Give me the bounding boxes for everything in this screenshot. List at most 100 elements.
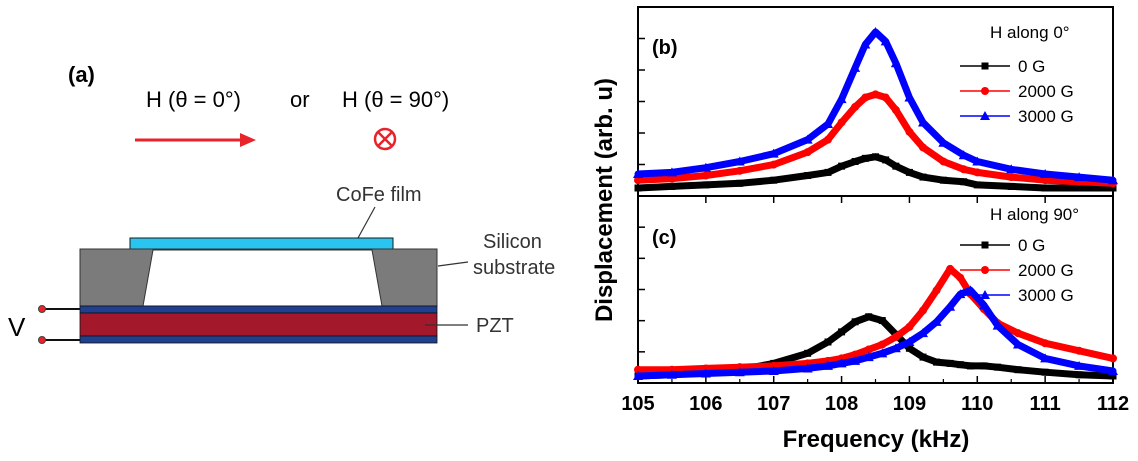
film-label: CoFe film — [336, 184, 422, 206]
silicon-substrate — [79, 248, 438, 307]
data-point — [882, 156, 890, 164]
plot-area: 105 106 107 108 109 110 111 112 (b) H along 0° 0 … — [591, 6, 1129, 453]
data-point — [836, 358, 847, 368]
data-point — [1040, 353, 1051, 363]
data-point — [838, 328, 846, 336]
data-point — [1006, 164, 1017, 174]
data-point — [1074, 360, 1085, 370]
data-point — [804, 349, 812, 357]
data-point — [956, 361, 964, 369]
data-point — [1075, 346, 1084, 355]
pzt-label: PZT — [476, 315, 514, 337]
silicon-leader-line — [437, 261, 469, 267]
data-point — [956, 273, 965, 282]
data-point — [634, 176, 642, 185]
data-point — [666, 369, 677, 379]
x-tick-label: 109 — [893, 393, 926, 415]
data-point — [769, 160, 778, 169]
series-b-2000g — [634, 90, 1117, 188]
terminal-top-icon — [38, 305, 46, 313]
legend-entry: 2000 G — [1018, 82, 1074, 101]
data-point — [802, 134, 813, 144]
data-point — [1075, 371, 1083, 379]
data-point — [1108, 365, 1118, 375]
data-point — [881, 93, 890, 102]
legend-title: H along 0° — [990, 23, 1070, 42]
bottom-electrode — [79, 335, 438, 344]
data-point — [890, 343, 901, 353]
data-point — [803, 148, 812, 157]
x-ticks-bottom: 105 106 107 108 109 110 111 112 — [621, 196, 1129, 415]
x-tick-label: 106 — [689, 393, 722, 415]
voltage-terminals — [38, 305, 80, 344]
data-point — [870, 27, 881, 36]
data-point — [865, 313, 873, 321]
data-point — [735, 166, 744, 175]
data-point — [851, 102, 860, 111]
data-point — [946, 359, 954, 367]
cofe-film — [129, 237, 394, 250]
data-point — [768, 365, 779, 375]
y-axis-label: Displacement (arb. u) — [591, 78, 618, 322]
data-point — [633, 168, 643, 178]
or-label: or — [290, 87, 310, 112]
data-point — [994, 363, 1002, 371]
data-point — [905, 344, 913, 352]
data-point — [979, 300, 990, 310]
data-point — [939, 176, 947, 184]
data-point — [633, 371, 643, 380]
data-point — [960, 178, 968, 186]
legend-marker — [981, 266, 989, 274]
data-point — [850, 355, 861, 365]
data-point — [878, 317, 886, 325]
data-point — [824, 135, 832, 144]
data-point — [734, 367, 745, 377]
data-point — [1109, 354, 1117, 363]
data-point — [700, 368, 711, 378]
data-point — [933, 358, 941, 366]
data-point — [919, 143, 927, 152]
data-point — [931, 316, 942, 326]
legend-marker — [980, 111, 990, 120]
data-point — [666, 167, 677, 177]
data-point — [919, 173, 927, 181]
panel-c-plot: (c) H along 90° 0 G 2000 G 3000 G — [633, 205, 1118, 380]
data-point — [972, 156, 983, 166]
data-point — [824, 338, 832, 346]
x-tick-label: 111 — [1030, 393, 1061, 415]
data-point — [667, 174, 676, 183]
data-point — [863, 352, 874, 362]
data-point — [918, 328, 928, 338]
legend-marker — [981, 87, 989, 95]
data-point — [980, 362, 988, 370]
data-point — [851, 318, 859, 326]
top-electrode — [79, 305, 438, 314]
panel-a-label: (a) — [68, 62, 95, 87]
data-point — [702, 181, 710, 189]
data-point — [919, 353, 927, 361]
data-point — [700, 162, 711, 172]
data-point — [1041, 176, 1050, 185]
data-point — [837, 118, 846, 127]
x-axis-label: Frequency (kHz) — [783, 426, 970, 453]
data-point — [945, 301, 956, 311]
x-tick-label: 105 — [621, 393, 654, 415]
data-point — [1014, 366, 1022, 374]
legend-entry: 2000 G — [1018, 261, 1074, 280]
legend-entry: 3000 G — [1018, 107, 1074, 126]
data-point — [1074, 172, 1085, 182]
series-b-3000g — [633, 27, 1118, 185]
legend-marker — [980, 290, 990, 299]
x-tick-label: 107 — [757, 393, 790, 415]
data-point — [736, 179, 744, 187]
series-c-3000g — [633, 285, 1118, 380]
data-point — [880, 36, 891, 46]
data-point — [878, 340, 887, 349]
data-point — [860, 39, 871, 49]
data-point — [905, 127, 914, 136]
data-point — [851, 157, 859, 165]
into-page-icon — [373, 127, 397, 151]
data-point — [1007, 173, 1016, 182]
data-point — [892, 162, 900, 170]
data-point — [992, 320, 1003, 330]
